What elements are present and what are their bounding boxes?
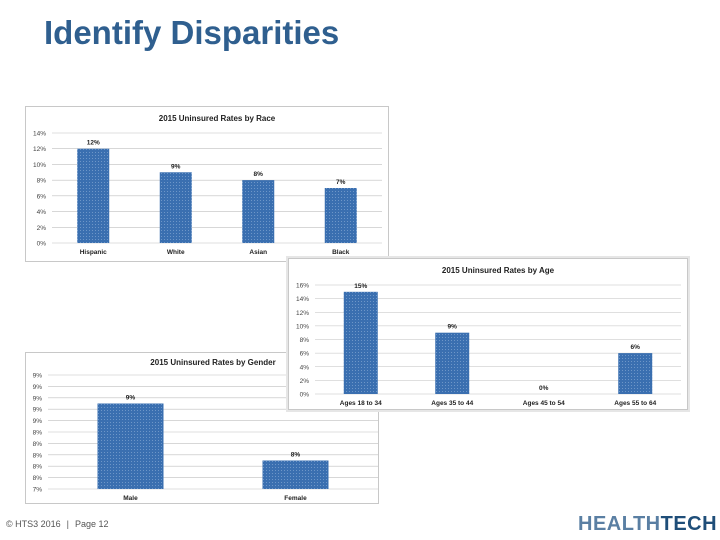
age-y-tick-label: 12%	[296, 310, 309, 317]
age-y-tick-label: 0%	[300, 392, 310, 399]
healthtech-s3-logo: HEALTHTECHS3	[578, 513, 720, 536]
race-y-tick-label: 14%	[33, 131, 46, 138]
age-chart-panel: 2015 Uninsured Rates by Age 0% 2% 4% 6% 8% 10%…	[288, 258, 688, 410]
gender-data-label: 9%	[126, 395, 136, 402]
race-bar	[324, 188, 357, 243]
race-y-tick-label: 6%	[37, 193, 47, 200]
race-category-label: Black	[332, 249, 350, 256]
age-y-tick-label: 14%	[296, 296, 309, 303]
age-category-label: Ages 18 to 34	[340, 400, 382, 407]
race-chart-title: 2015 Uninsured Rates by Race	[159, 114, 276, 123]
footer: © HTS3 2016 | Page 12	[6, 519, 109, 529]
age-data-label: 9%	[448, 324, 458, 331]
age-chart: 2015 Uninsured Rates by Age 0% 2% 4% 6% 8% 10%…	[296, 266, 681, 407]
gender-category-label: Male	[123, 495, 138, 502]
race-category-label: White	[167, 249, 185, 256]
age-y-tick-label: 6%	[300, 351, 310, 358]
age-chart-title: 2015 Uninsured Rates by Age	[442, 266, 555, 275]
race-y-tick-label: 12%	[33, 146, 46, 153]
gender-y-tick-label: 9%	[33, 395, 43, 402]
logo-health: HEALTH	[578, 513, 661, 535]
race-y-tick-label: 10%	[33, 162, 46, 169]
race-data-label: 9%	[171, 163, 181, 170]
gender-y-tick-label: 9%	[33, 407, 43, 414]
age-bar	[435, 332, 470, 394]
race-chart-panel: 2015 Uninsured Rates by Race 0% 2% 4% 6% 8% 10…	[25, 106, 389, 262]
race-y-tick-label: 0%	[37, 241, 47, 248]
gender-y-tick-label: 9%	[33, 418, 43, 425]
race-y-tick-label: 2%	[37, 225, 47, 232]
slide-title: Identify Disparities	[44, 14, 340, 51]
race-y-tick-label: 8%	[37, 178, 47, 185]
gender-data-label: 8%	[291, 452, 301, 459]
race-bar	[77, 148, 110, 243]
age-y-tick-label: 16%	[296, 283, 309, 290]
gender-y-tick-label: 8%	[33, 430, 43, 437]
gender-y-tick-label: 8%	[33, 475, 43, 482]
race-data-label: 12%	[87, 140, 100, 147]
gender-y-tick-label: 8%	[33, 464, 43, 471]
race-data-label: 7%	[336, 179, 346, 186]
footer-page-label: Page 12	[75, 519, 109, 529]
race-data-label: 8%	[254, 171, 264, 178]
race-bar	[159, 172, 192, 243]
age-y-tick-label: 8%	[300, 337, 310, 344]
gender-y-tick-label: 9%	[33, 384, 43, 391]
age-bar	[343, 291, 378, 394]
gender-y-tick-label: 8%	[33, 441, 43, 448]
gender-chart-title: 2015 Uninsured Rates by Gender	[150, 358, 275, 367]
race-chart: 2015 Uninsured Rates by Race 0% 2% 4% 6% 8% 10…	[33, 114, 382, 256]
age-y-tick-label: 2%	[300, 378, 310, 385]
race-category-label: Hispanic	[80, 249, 107, 256]
age-data-label: 6%	[631, 344, 641, 351]
gender-y-tick-label: 9%	[33, 373, 43, 380]
gender-bar	[97, 403, 164, 489]
age-y-tick-label: 4%	[300, 364, 310, 371]
age-y-tick-label: 10%	[296, 323, 309, 330]
age-category-label: Ages 35 to 44	[431, 400, 473, 407]
footer-separator: |	[66, 519, 70, 529]
race-category-label: Asian	[249, 249, 267, 256]
gender-bar	[262, 460, 329, 489]
logo-tech: TECH	[660, 513, 718, 535]
age-category-label: Ages 55 to 64	[614, 400, 656, 407]
age-bar	[618, 353, 653, 394]
age-category-label: Ages 45 to 54	[523, 400, 565, 407]
race-bar	[242, 180, 275, 243]
gender-category-label: Female	[284, 495, 307, 502]
age-data-label: 0%	[539, 385, 549, 392]
gender-y-tick-label: 7%	[33, 487, 43, 494]
age-data-label: 15%	[354, 283, 367, 290]
race-y-tick-label: 4%	[37, 209, 47, 216]
gender-y-tick-label: 8%	[33, 452, 43, 459]
footer-copyright: © HTS3 2016	[6, 519, 61, 529]
